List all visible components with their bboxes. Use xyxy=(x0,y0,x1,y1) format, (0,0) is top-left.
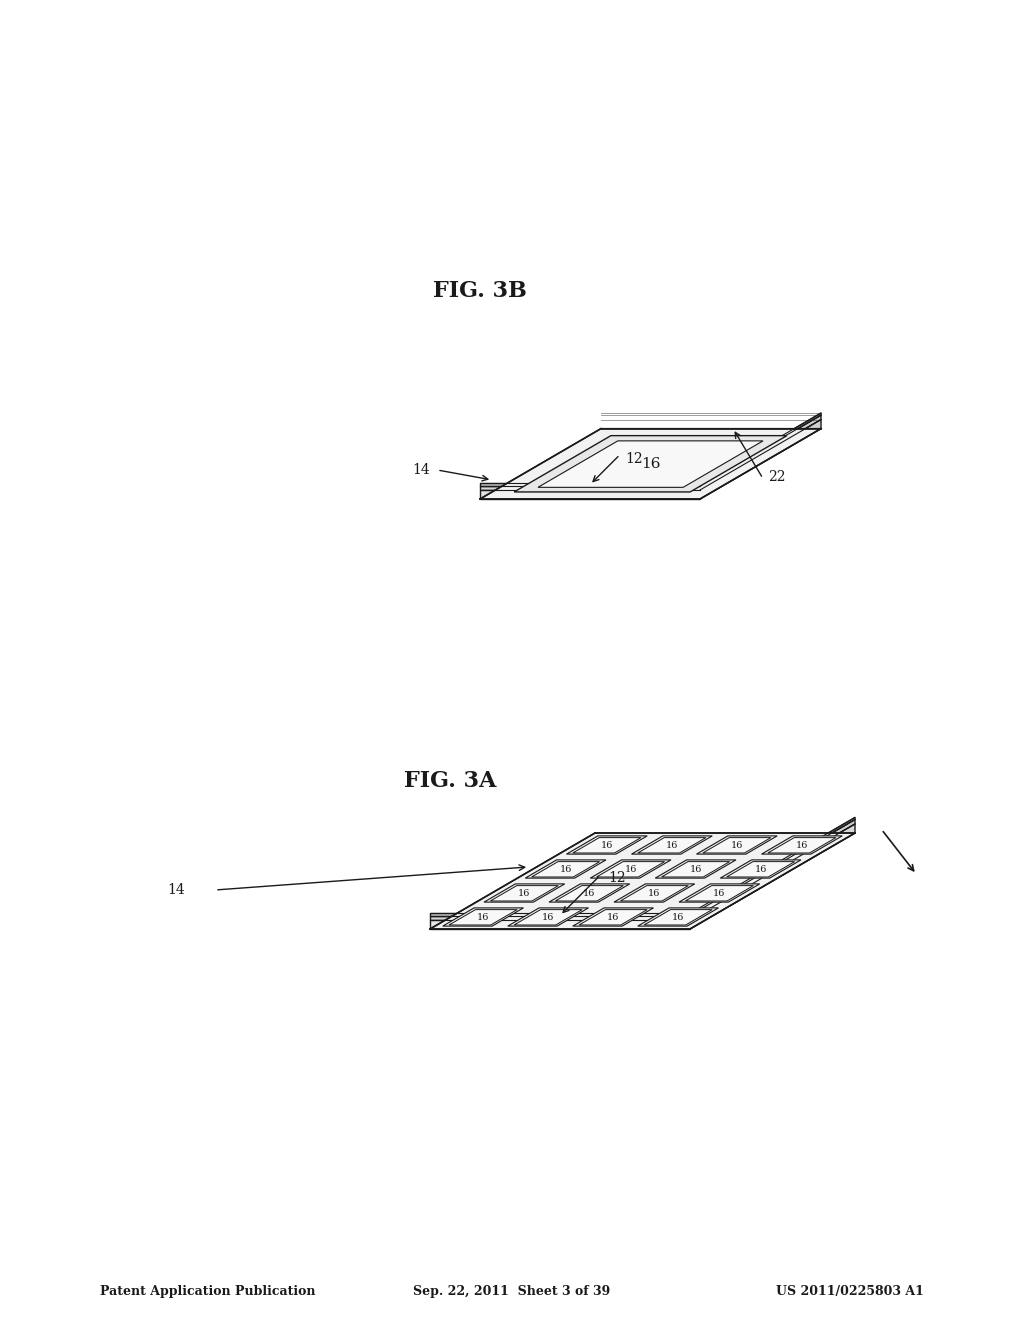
Text: 16: 16 xyxy=(477,913,489,923)
Text: 16: 16 xyxy=(689,865,701,874)
Polygon shape xyxy=(525,859,606,878)
Polygon shape xyxy=(555,886,624,902)
Text: FIG. 3B: FIG. 3B xyxy=(433,280,527,302)
Polygon shape xyxy=(696,836,777,854)
Text: 14: 14 xyxy=(167,883,185,898)
Polygon shape xyxy=(690,817,855,916)
Polygon shape xyxy=(762,836,843,854)
Polygon shape xyxy=(450,909,517,925)
Polygon shape xyxy=(514,909,582,925)
Polygon shape xyxy=(638,908,719,927)
Polygon shape xyxy=(727,862,795,876)
Polygon shape xyxy=(644,909,712,925)
Polygon shape xyxy=(572,838,641,853)
Text: 16: 16 xyxy=(666,841,678,850)
Text: FIG. 3A: FIG. 3A xyxy=(403,770,497,792)
Polygon shape xyxy=(484,884,565,902)
Polygon shape xyxy=(508,908,589,927)
Text: 16: 16 xyxy=(648,890,660,898)
Text: 16: 16 xyxy=(518,890,530,898)
Polygon shape xyxy=(638,838,706,853)
Polygon shape xyxy=(580,909,647,925)
Polygon shape xyxy=(679,884,760,902)
Text: 22: 22 xyxy=(768,470,785,483)
Text: 16: 16 xyxy=(731,841,743,850)
Polygon shape xyxy=(700,414,821,490)
Text: 16: 16 xyxy=(755,865,767,874)
Polygon shape xyxy=(480,483,700,486)
Polygon shape xyxy=(597,862,665,876)
Text: 16: 16 xyxy=(713,890,726,898)
Polygon shape xyxy=(720,859,801,878)
Polygon shape xyxy=(480,486,700,490)
Text: 12: 12 xyxy=(625,451,643,466)
Polygon shape xyxy=(590,859,671,878)
Text: 16: 16 xyxy=(607,913,620,923)
Polygon shape xyxy=(621,886,688,902)
Polygon shape xyxy=(514,436,786,492)
Text: 12: 12 xyxy=(608,870,626,884)
Text: 16: 16 xyxy=(641,458,660,471)
Polygon shape xyxy=(430,916,690,920)
Polygon shape xyxy=(430,913,690,916)
Polygon shape xyxy=(655,859,736,878)
Polygon shape xyxy=(538,441,763,487)
Polygon shape xyxy=(768,838,836,853)
Text: 16: 16 xyxy=(601,841,613,850)
Text: Sep. 22, 2011  Sheet 3 of 39: Sep. 22, 2011 Sheet 3 of 39 xyxy=(414,1284,610,1298)
Polygon shape xyxy=(480,490,700,499)
Polygon shape xyxy=(685,886,754,902)
Text: 16: 16 xyxy=(559,865,571,874)
Polygon shape xyxy=(549,884,630,902)
Text: 16: 16 xyxy=(584,890,596,898)
Polygon shape xyxy=(430,920,690,929)
Polygon shape xyxy=(572,908,653,927)
Polygon shape xyxy=(690,824,855,929)
Polygon shape xyxy=(690,820,855,920)
Text: Patent Application Publication: Patent Application Publication xyxy=(100,1284,315,1298)
Polygon shape xyxy=(700,413,821,486)
Text: US 2011/0225803 A1: US 2011/0225803 A1 xyxy=(776,1284,924,1298)
Polygon shape xyxy=(480,429,821,499)
Text: 16: 16 xyxy=(796,841,808,850)
Polygon shape xyxy=(442,908,523,927)
Text: 16: 16 xyxy=(625,865,637,874)
Polygon shape xyxy=(700,420,821,499)
Polygon shape xyxy=(531,862,600,876)
Text: 16: 16 xyxy=(542,913,554,923)
Text: 14: 14 xyxy=(412,463,430,477)
Polygon shape xyxy=(614,884,694,902)
Polygon shape xyxy=(632,836,713,854)
Polygon shape xyxy=(702,838,771,853)
Text: 16: 16 xyxy=(672,913,684,923)
Polygon shape xyxy=(490,886,558,902)
Polygon shape xyxy=(566,836,647,854)
Polygon shape xyxy=(430,833,855,929)
Polygon shape xyxy=(662,862,730,876)
